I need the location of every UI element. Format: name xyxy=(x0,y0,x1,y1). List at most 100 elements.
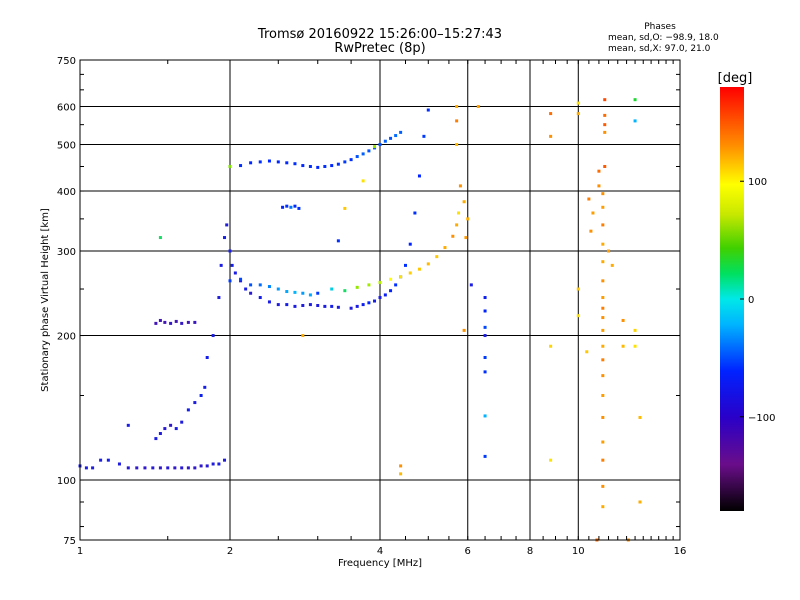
data-point xyxy=(223,458,227,462)
data-point xyxy=(601,192,605,196)
data-point xyxy=(249,161,253,165)
data-point xyxy=(455,223,459,227)
y-tick-label: 75 xyxy=(63,536,76,547)
data-point xyxy=(285,204,289,208)
y-tick-label: 600 xyxy=(57,103,76,114)
data-point xyxy=(389,277,393,281)
y-tick-label: 300 xyxy=(57,247,76,258)
data-point xyxy=(293,290,297,294)
data-point xyxy=(408,242,412,246)
data-point xyxy=(205,355,209,359)
data-point xyxy=(193,320,197,324)
data-point xyxy=(601,484,605,488)
data-point xyxy=(180,466,184,470)
data-point xyxy=(158,432,162,436)
data-point xyxy=(233,271,237,275)
data-point xyxy=(601,296,605,300)
data-point xyxy=(597,184,601,188)
y-tick-label: 750 xyxy=(57,56,76,67)
data-point xyxy=(330,287,334,291)
colorbar-tick-label: 100 xyxy=(748,177,767,188)
data-point xyxy=(158,236,162,240)
data-point xyxy=(180,420,184,424)
data-point xyxy=(417,174,421,178)
data-point xyxy=(199,394,203,398)
y-tick-label: 500 xyxy=(57,141,76,152)
data-point xyxy=(297,206,301,210)
data-point xyxy=(621,318,625,322)
data-point xyxy=(621,344,625,348)
data-point xyxy=(293,162,297,166)
data-point xyxy=(361,152,365,156)
data-point xyxy=(91,466,95,470)
data-point xyxy=(483,414,487,418)
data-point xyxy=(601,374,605,378)
data-point xyxy=(336,305,340,309)
data-point xyxy=(361,179,365,183)
data-point xyxy=(601,458,605,462)
data-point xyxy=(601,394,605,398)
data-point xyxy=(483,296,487,300)
data-point xyxy=(99,458,103,462)
data-point xyxy=(228,249,232,253)
data-point xyxy=(289,205,293,209)
data-point xyxy=(239,164,243,168)
data-point xyxy=(633,344,637,348)
data-point xyxy=(143,466,147,470)
stats-o-mode: mean, sd,O: −98.9, 18.0 xyxy=(608,33,719,43)
data-point xyxy=(435,255,439,259)
data-point xyxy=(308,164,312,168)
x-tick-label: 2 xyxy=(227,546,233,557)
data-point xyxy=(549,112,553,116)
data-point xyxy=(601,306,605,310)
chart-title: Tromsø 20160922 15:26:00–15:27:43 xyxy=(257,27,503,42)
data-point xyxy=(378,280,382,284)
colorbar-tick-label: 0 xyxy=(748,295,754,306)
data-point xyxy=(126,466,130,470)
data-point xyxy=(211,462,215,466)
data-point xyxy=(483,454,487,458)
data-point xyxy=(399,472,403,476)
y-tick-label: 100 xyxy=(57,476,76,487)
data-point xyxy=(601,279,605,283)
data-point xyxy=(576,314,580,318)
data-point xyxy=(316,291,320,295)
data-point xyxy=(476,105,480,109)
stats-heading: Phases xyxy=(644,22,676,32)
data-point xyxy=(281,205,285,209)
data-point xyxy=(223,236,227,240)
data-point xyxy=(301,291,305,295)
data-point xyxy=(308,303,312,307)
data-point xyxy=(601,223,605,227)
data-point xyxy=(186,408,190,412)
data-point xyxy=(394,134,398,138)
data-point xyxy=(601,415,605,419)
data-point xyxy=(549,458,553,462)
x-tick-label: 1 xyxy=(77,546,83,557)
data-point xyxy=(158,318,162,322)
data-point xyxy=(443,246,447,250)
data-point xyxy=(399,464,403,468)
data-point xyxy=(349,158,353,162)
data-point xyxy=(422,134,426,138)
data-point xyxy=(230,263,234,267)
data-point xyxy=(228,279,232,283)
data-point xyxy=(585,350,589,354)
x-tick-label: 10 xyxy=(572,546,585,557)
data-point xyxy=(455,119,459,123)
x-tick-label: 16 xyxy=(674,546,687,557)
data-point xyxy=(591,211,595,215)
data-point xyxy=(373,145,377,149)
data-point xyxy=(378,296,382,300)
data-point xyxy=(373,299,377,303)
stats-x-mode: mean, sd,X: 97.0, 21.0 xyxy=(608,44,711,54)
data-point xyxy=(239,277,243,281)
data-point xyxy=(293,304,297,308)
data-point xyxy=(394,283,398,287)
colorbar-ticks: 100 0 −100 xyxy=(740,177,775,424)
data-point xyxy=(135,466,139,470)
data-point xyxy=(151,466,155,470)
data-point xyxy=(469,283,473,287)
